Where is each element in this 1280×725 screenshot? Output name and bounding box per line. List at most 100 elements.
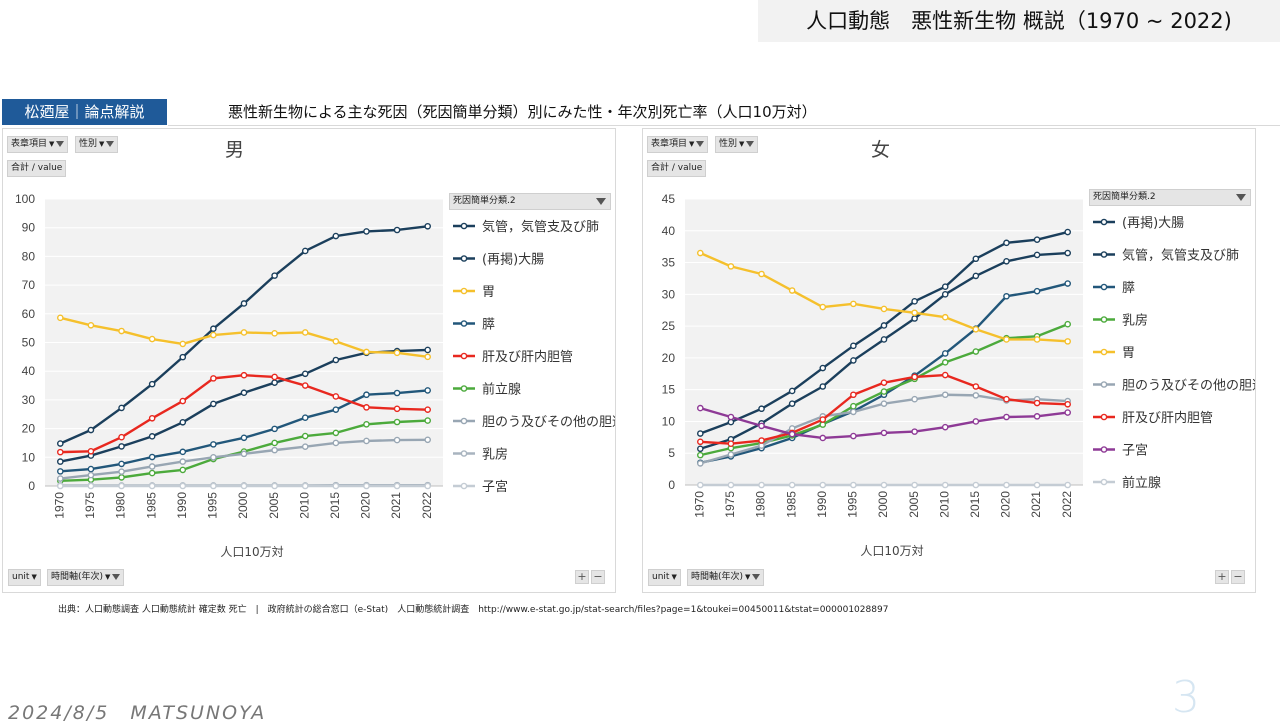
data-point: [180, 467, 185, 472]
legend-marker: [461, 386, 466, 391]
x-axis-label: 人口10万対: [220, 545, 283, 559]
data-point: [790, 401, 795, 406]
y-tick-label: 40: [662, 224, 676, 238]
data-point: [1034, 400, 1039, 405]
data-point: [119, 469, 124, 474]
legend-label[interactable]: 気管，気管支及び肺: [1122, 248, 1239, 264]
data-point: [1065, 410, 1070, 415]
data-point: [425, 407, 430, 412]
data-point: [333, 430, 338, 435]
data-point: [333, 483, 338, 488]
data-point: [943, 351, 948, 356]
data-point: [303, 444, 308, 449]
data-point: [241, 435, 246, 440]
legend-label[interactable]: 胃: [482, 285, 495, 300]
y-tick-label: 0: [668, 478, 675, 492]
legend-marker: [461, 321, 466, 326]
x-tick-label: 2010: [937, 491, 951, 518]
data-point: [88, 449, 93, 454]
data-point: [333, 233, 338, 238]
data-point: [881, 482, 886, 487]
legend-label[interactable]: 肝及び肝内胆管: [482, 349, 573, 365]
data-point: [241, 373, 246, 378]
data-point: [943, 284, 948, 289]
data-point: [180, 483, 185, 488]
data-point: [943, 482, 948, 487]
data-point: [88, 427, 93, 432]
x-tick-label: 2000: [876, 491, 890, 518]
legend-marker: [461, 288, 466, 293]
legend-label[interactable]: 子宮: [1122, 443, 1148, 459]
data-point: [303, 248, 308, 253]
legend-label[interactable]: 前立腺: [1122, 475, 1161, 491]
data-point: [333, 357, 338, 362]
data-point: [1065, 229, 1070, 234]
footer-date: 2024/8/5 MATSUNOYA: [8, 698, 266, 725]
legend-label[interactable]: 気管，気管支及び肺: [482, 219, 599, 235]
data-point: [150, 464, 155, 469]
data-point: [698, 482, 703, 487]
data-point: [180, 459, 185, 464]
legend-label[interactable]: 膵: [482, 318, 495, 333]
data-point: [1034, 237, 1039, 242]
data-point: [58, 450, 63, 455]
data-point: [180, 341, 185, 346]
legend-label[interactable]: 胃: [1122, 346, 1135, 361]
data-point: [88, 466, 93, 471]
legend-label[interactable]: 乳房: [482, 447, 508, 463]
x-tick-label: 2015: [328, 492, 342, 519]
data-point: [881, 430, 886, 435]
legend-marker: [1101, 349, 1106, 354]
data-point: [58, 315, 63, 320]
legend-label[interactable]: 乳房: [1122, 313, 1148, 329]
legend-label[interactable]: 胆のう及びその他の胆道: [482, 415, 615, 430]
data-point: [973, 273, 978, 278]
data-point: [303, 383, 308, 388]
legend-label[interactable]: (再掲)大腸: [1122, 215, 1184, 231]
x-tick-label: 2020: [999, 491, 1013, 518]
data-point: [394, 483, 399, 488]
data-point: [303, 415, 308, 420]
data-point: [973, 384, 978, 389]
y-tick-label: 100: [15, 192, 35, 206]
data-point: [241, 301, 246, 306]
data-point: [912, 299, 917, 304]
brand-label: 松廼屋｜論点解説: [2, 99, 167, 125]
y-tick-label: 30: [22, 393, 36, 407]
legend-label[interactable]: 前立腺: [482, 382, 521, 398]
data-point: [364, 392, 369, 397]
legend-marker: [1101, 284, 1106, 289]
data-point: [211, 376, 216, 381]
x-tick-label: 1975: [83, 492, 97, 519]
data-point: [820, 365, 825, 370]
data-point: [851, 409, 856, 414]
data-point: [425, 354, 430, 359]
y-tick-label: 35: [662, 256, 676, 270]
data-point: [303, 483, 308, 488]
data-point: [180, 355, 185, 360]
data-point: [119, 405, 124, 410]
data-point: [394, 437, 399, 442]
y-tick-label: 20: [662, 351, 676, 365]
data-point: [119, 483, 124, 488]
data-point: [1004, 482, 1009, 487]
x-tick-label: 1980: [114, 492, 128, 519]
data-point: [698, 453, 703, 458]
legend-label[interactable]: 膵: [1122, 281, 1135, 296]
slide-title: 人口動態 悪性新生物 概説（1970 ~ 2022): [758, 0, 1280, 42]
data-point: [881, 323, 886, 328]
chart-panel-female: 表章項目▼ 性別▼ 合計 / value 女 死因簡単分類.2 unit▼ 時間…: [642, 128, 1256, 593]
data-point: [851, 343, 856, 348]
legend-label[interactable]: 子宮: [482, 479, 508, 495]
legend-marker: [1101, 479, 1106, 484]
legend-label[interactable]: (再掲)大腸: [482, 252, 544, 268]
legend-label[interactable]: 胆のう及びその他の胆道: [1122, 379, 1255, 394]
data-point: [943, 315, 948, 320]
data-point: [881, 337, 886, 342]
chart-panel-male: 表章項目▼ 性別▼ 合計 / value 男 死因簡単分類.2 unit▼ 時間…: [2, 128, 616, 593]
data-point: [58, 476, 63, 481]
legend-marker: [461, 451, 466, 456]
legend-marker: [461, 483, 466, 488]
y-tick-label: 45: [662, 192, 676, 206]
legend-label[interactable]: 肝及び肝内胆管: [1122, 410, 1213, 426]
